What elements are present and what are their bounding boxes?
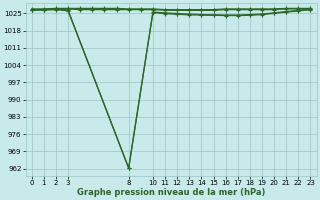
X-axis label: Graphe pression niveau de la mer (hPa): Graphe pression niveau de la mer (hPa) xyxy=(77,188,265,197)
